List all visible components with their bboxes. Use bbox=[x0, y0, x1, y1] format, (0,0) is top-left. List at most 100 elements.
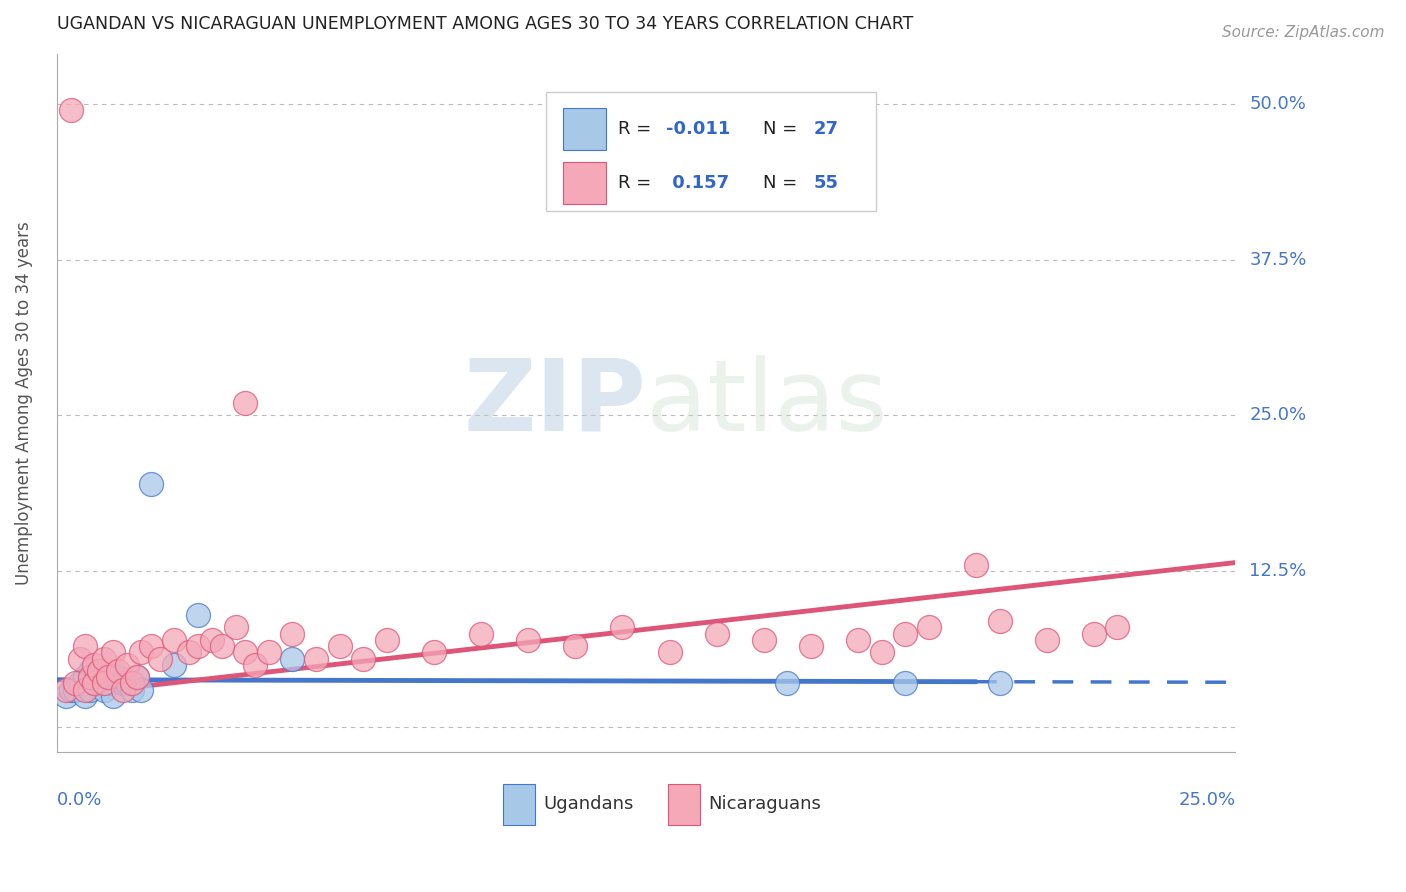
Text: 27: 27 bbox=[814, 120, 838, 138]
Text: 12.5%: 12.5% bbox=[1250, 562, 1306, 581]
Point bbox=[163, 632, 186, 647]
Point bbox=[79, 664, 101, 678]
Y-axis label: Unemployment Among Ages 30 to 34 years: Unemployment Among Ages 30 to 34 years bbox=[15, 221, 32, 585]
Point bbox=[55, 682, 77, 697]
Point bbox=[69, 676, 91, 690]
Point bbox=[87, 664, 110, 678]
Point bbox=[103, 645, 125, 659]
Point bbox=[423, 645, 446, 659]
Point bbox=[658, 645, 681, 659]
Point bbox=[163, 657, 186, 672]
Point bbox=[870, 645, 893, 659]
Point bbox=[73, 689, 96, 703]
Point bbox=[281, 626, 304, 640]
Text: Nicaraguans: Nicaraguans bbox=[709, 796, 821, 814]
Text: 0.0%: 0.0% bbox=[56, 791, 103, 809]
Point bbox=[187, 607, 209, 622]
Text: Ugandans: Ugandans bbox=[544, 796, 634, 814]
Text: UGANDAN VS NICARAGUAN UNEMPLOYMENT AMONG AGES 30 TO 34 YEARS CORRELATION CHART: UGANDAN VS NICARAGUAN UNEMPLOYMENT AMONG… bbox=[56, 15, 912, 33]
Text: 0.157: 0.157 bbox=[666, 174, 730, 192]
Point bbox=[107, 664, 129, 678]
Point bbox=[243, 657, 266, 672]
Point bbox=[131, 682, 153, 697]
Text: 25.0%: 25.0% bbox=[1178, 791, 1236, 809]
Point bbox=[352, 651, 374, 665]
Point bbox=[225, 620, 247, 634]
Point bbox=[988, 676, 1011, 690]
Point bbox=[776, 676, 799, 690]
Text: R =: R = bbox=[617, 174, 657, 192]
Point bbox=[201, 632, 224, 647]
Point bbox=[612, 620, 634, 634]
FancyBboxPatch shape bbox=[546, 93, 876, 211]
Point bbox=[564, 639, 586, 653]
Text: N =: N = bbox=[762, 174, 803, 192]
Text: -0.011: -0.011 bbox=[666, 120, 730, 138]
Point bbox=[149, 651, 172, 665]
Point bbox=[93, 670, 115, 684]
Point bbox=[73, 670, 96, 684]
Point bbox=[65, 682, 87, 697]
Text: 25.0%: 25.0% bbox=[1250, 407, 1306, 425]
Point bbox=[1107, 620, 1129, 634]
Text: N =: N = bbox=[762, 120, 803, 138]
Point bbox=[125, 670, 148, 684]
Point bbox=[65, 676, 87, 690]
Point bbox=[918, 620, 941, 634]
Point bbox=[706, 626, 728, 640]
Point bbox=[97, 676, 120, 690]
Point bbox=[73, 639, 96, 653]
Point bbox=[79, 682, 101, 697]
Point bbox=[988, 614, 1011, 628]
Point bbox=[87, 670, 110, 684]
Point bbox=[121, 682, 143, 697]
Point bbox=[517, 632, 540, 647]
Point bbox=[93, 682, 115, 697]
Point bbox=[281, 651, 304, 665]
FancyBboxPatch shape bbox=[564, 162, 606, 204]
Text: 37.5%: 37.5% bbox=[1250, 251, 1306, 268]
Point bbox=[965, 558, 987, 572]
Point bbox=[59, 103, 82, 117]
Point bbox=[121, 676, 143, 690]
Point bbox=[894, 676, 917, 690]
FancyBboxPatch shape bbox=[503, 784, 536, 824]
Text: 55: 55 bbox=[814, 174, 838, 192]
Text: Source: ZipAtlas.com: Source: ZipAtlas.com bbox=[1222, 25, 1385, 40]
Point bbox=[125, 670, 148, 684]
Text: R =: R = bbox=[617, 120, 657, 138]
Point bbox=[79, 670, 101, 684]
Point bbox=[894, 626, 917, 640]
Point bbox=[97, 670, 120, 684]
Point bbox=[846, 632, 869, 647]
Point bbox=[257, 645, 280, 659]
Point bbox=[103, 689, 125, 703]
Point bbox=[93, 651, 115, 665]
Point bbox=[83, 676, 105, 690]
Point bbox=[69, 651, 91, 665]
Point bbox=[93, 676, 115, 690]
Point bbox=[117, 657, 139, 672]
Point bbox=[131, 645, 153, 659]
Point bbox=[1083, 626, 1105, 640]
Text: ZIP: ZIP bbox=[463, 354, 645, 451]
Point bbox=[233, 396, 256, 410]
Point bbox=[211, 639, 233, 653]
Point bbox=[470, 626, 492, 640]
Point bbox=[111, 676, 134, 690]
Point bbox=[117, 676, 139, 690]
Point bbox=[107, 670, 129, 684]
Point bbox=[139, 639, 162, 653]
Point bbox=[1036, 632, 1059, 647]
Point bbox=[55, 689, 77, 703]
Point bbox=[233, 645, 256, 659]
Point bbox=[305, 651, 328, 665]
FancyBboxPatch shape bbox=[564, 109, 606, 151]
Point bbox=[187, 639, 209, 653]
Point bbox=[59, 682, 82, 697]
Point bbox=[83, 676, 105, 690]
Point bbox=[328, 639, 350, 653]
Point bbox=[375, 632, 398, 647]
Point bbox=[139, 477, 162, 491]
Point bbox=[83, 657, 105, 672]
